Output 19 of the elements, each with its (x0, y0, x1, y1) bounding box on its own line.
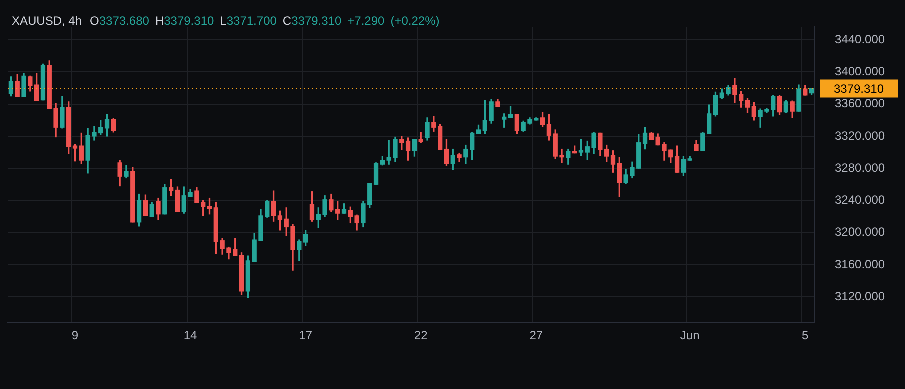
y-tick-label: 3400.000 (835, 64, 886, 78)
text: O3373.680 H3379.310 L3371.700 C3379.310 +7.290 (+0.22%) (90, 14, 440, 28)
x-tick-label: 5 (802, 328, 810, 342)
x-tick-label: Jun (680, 328, 700, 342)
chart-title: XAUUSD, 4h (12, 14, 82, 28)
ref-line-label: 3379.310 (834, 82, 884, 96)
x-tick-label: 14 (184, 328, 198, 342)
y-tick-label: 3320.000 (835, 128, 886, 143)
y-tick-label: 3240.000 (835, 193, 886, 208)
y-tick-label: 3280.000 (835, 160, 886, 175)
x-tick-label: 22 (414, 328, 428, 342)
x-tick-label: 17 (299, 328, 313, 342)
y-tick-label: 3440.000 (835, 32, 886, 46)
y-tick-label: 3160.000 (835, 257, 886, 272)
x-tick-label: 27 (530, 328, 544, 342)
y-tick-label: 3200.000 (835, 225, 886, 240)
y-tick-label: 3360.000 (835, 96, 886, 111)
y-tick-label: 3120.000 (835, 289, 886, 304)
x-tick-label: 9 (72, 328, 79, 342)
